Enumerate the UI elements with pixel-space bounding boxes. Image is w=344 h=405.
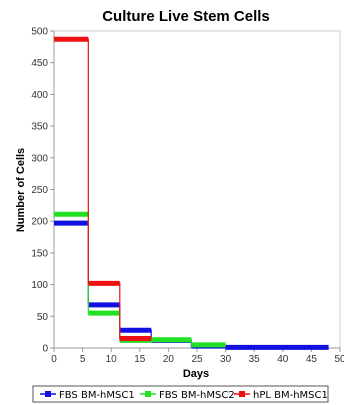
y-axis-label: Number of Cells (15, 148, 27, 232)
x-tick-label: 50 (334, 354, 344, 365)
y-tick-label: 200 (31, 217, 48, 228)
x-tick-label: 20 (163, 354, 175, 365)
legend-box (32, 385, 329, 403)
y-tick-label: 50 (37, 312, 49, 323)
x-axis-label: Days (183, 368, 209, 380)
x-tick-label: 30 (220, 354, 232, 365)
legend-label-3: hPL BM-hMSC1 (253, 390, 328, 401)
x-tick-label: 40 (277, 354, 289, 365)
legend-marker-1 (45, 391, 51, 397)
y-tick-label: 100 (31, 280, 48, 291)
x-tick-label: 10 (106, 354, 118, 365)
x-tick-label: 45 (306, 354, 318, 365)
x-tick-label: 35 (249, 354, 261, 365)
x-tick-label: 5 (80, 354, 86, 365)
y-tick-label: 0 (42, 344, 48, 355)
y-axis-ticks: 0 50 100 150 200 250 300 350 400 450 500 (31, 27, 54, 355)
legend-label-1: FBS BM-hMSC1 (59, 390, 135, 401)
series-layer (54, 36, 329, 350)
legend-label-2: FBS BM-hMSC2 (159, 390, 235, 401)
x-tick-label: 15 (134, 354, 146, 365)
y-tick-label: 400 (31, 90, 48, 101)
x-axis-ticks: 0 5 10 15 20 25 30 35 40 45 50 (51, 348, 344, 365)
legend-marker-2 (145, 391, 151, 397)
chart-title: Culture Live Stem Cells (102, 8, 270, 25)
y-tick-label: 500 (31, 27, 48, 38)
x-tick-label: 0 (51, 354, 57, 365)
legend: FBS BM-hMSC1 FBS BM-hMSC2 hPL BM-hMSC1 (40, 390, 328, 401)
y-tick-label: 450 (31, 58, 48, 69)
y-tick-label: 250 (31, 185, 48, 196)
plot-area (53, 30, 341, 349)
legend-marker-3 (239, 391, 245, 397)
y-tick-label: 300 (31, 153, 48, 164)
x-tick-label: 25 (191, 354, 203, 365)
y-tick-label: 350 (31, 122, 48, 133)
y-tick-label: 150 (31, 248, 48, 259)
